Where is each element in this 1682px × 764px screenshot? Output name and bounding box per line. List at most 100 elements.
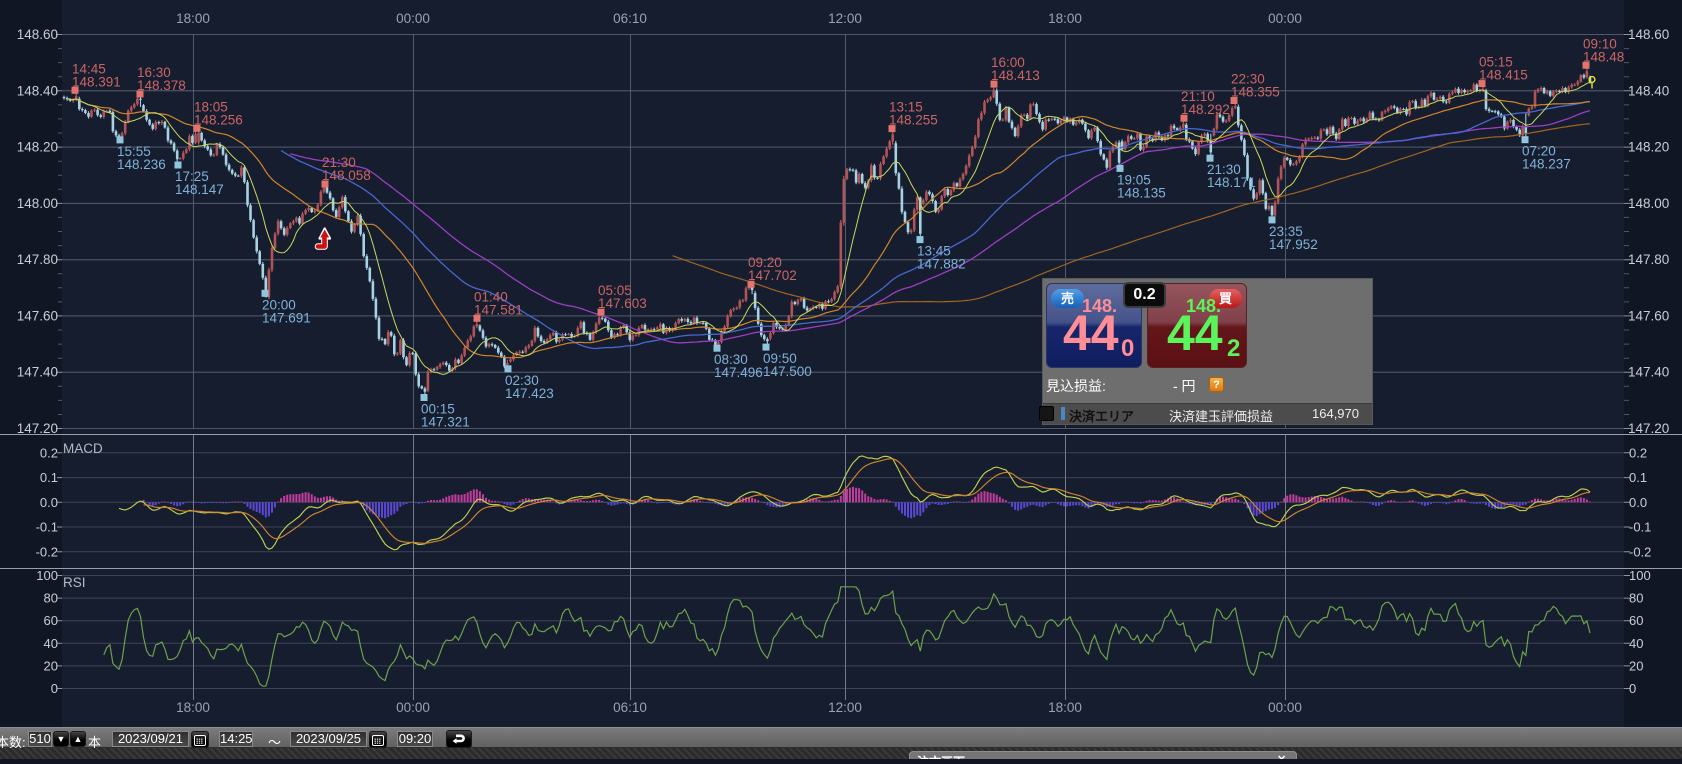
svg-text:0.2: 0.2: [1629, 445, 1647, 460]
svg-text:20: 20: [44, 658, 58, 673]
svg-text:-0.1: -0.1: [36, 520, 58, 535]
svg-text:07:20: 07:20: [1522, 144, 1556, 159]
svg-text:148.00: 148.00: [1628, 196, 1669, 211]
svg-text:147.882: 147.882: [917, 257, 966, 272]
svg-text:0.2: 0.2: [40, 445, 58, 460]
svg-text:19:05: 19:05: [1117, 172, 1151, 187]
svg-text:18:00: 18:00: [1048, 11, 1082, 26]
svg-text:0: 0: [51, 681, 58, 696]
svg-text:0.0: 0.0: [40, 495, 58, 510]
svg-text:08:30: 08:30: [714, 352, 748, 367]
svg-text:18:00: 18:00: [1048, 700, 1082, 715]
svg-text:18:00: 18:00: [176, 700, 210, 715]
svg-text:14:45: 14:45: [72, 61, 106, 76]
svg-text:80: 80: [44, 591, 58, 606]
svg-text:147.702: 147.702: [748, 268, 797, 283]
svg-text:RSI: RSI: [63, 575, 86, 590]
svg-text:148.391: 148.391: [72, 74, 121, 89]
svg-text:147.500: 147.500: [763, 364, 812, 379]
svg-text:148.60: 148.60: [1628, 27, 1669, 42]
svg-text:60: 60: [44, 613, 58, 628]
svg-text:-0.2: -0.2: [36, 544, 58, 559]
svg-text:80: 80: [1629, 591, 1643, 606]
svg-text:148.378: 148.378: [137, 78, 186, 93]
svg-text:0.0: 0.0: [1629, 495, 1647, 510]
svg-text:147.60: 147.60: [1628, 308, 1669, 323]
svg-text:22:30: 22:30: [1231, 72, 1265, 87]
svg-text:148.256: 148.256: [194, 112, 243, 127]
svg-text:147.80: 147.80: [1628, 252, 1669, 267]
svg-text:16:30: 16:30: [137, 65, 171, 80]
svg-text:00:00: 00:00: [396, 700, 430, 715]
svg-text:18:05: 18:05: [194, 99, 228, 114]
svg-text:21:10: 21:10: [1181, 89, 1215, 104]
svg-text:147.40: 147.40: [17, 365, 58, 380]
svg-text:40: 40: [1629, 636, 1643, 651]
svg-text:147.952: 147.952: [1269, 237, 1318, 252]
svg-text:MACD: MACD: [63, 441, 103, 456]
svg-text:147.60: 147.60: [17, 308, 58, 323]
svg-text:148.058: 148.058: [322, 168, 371, 183]
svg-text:148.171: 148.171: [1207, 175, 1256, 190]
svg-text:148.237: 148.237: [1522, 157, 1571, 172]
svg-text:100: 100: [1629, 568, 1651, 583]
svg-text:148.236: 148.236: [117, 157, 166, 172]
svg-text:17:25: 17:25: [175, 169, 209, 184]
svg-text:148.20: 148.20: [1628, 140, 1669, 155]
svg-text:147.321: 147.321: [421, 415, 470, 430]
svg-text:148.415: 148.415: [1479, 68, 1528, 83]
svg-text:147.20: 147.20: [17, 421, 58, 436]
svg-text:20:00: 20:00: [262, 297, 296, 312]
svg-text:15:55: 15:55: [117, 144, 151, 159]
svg-text:147.20: 147.20: [1628, 421, 1669, 436]
svg-text:148.292: 148.292: [1181, 102, 1230, 117]
svg-text:00:00: 00:00: [1268, 11, 1302, 26]
svg-text:60: 60: [1629, 613, 1643, 628]
svg-text:06:10: 06:10: [613, 11, 647, 26]
svg-text:148.40: 148.40: [17, 83, 58, 98]
svg-text:148.255: 148.255: [889, 113, 938, 128]
svg-text:12:00: 12:00: [828, 700, 862, 715]
svg-text:0: 0: [1629, 681, 1636, 696]
svg-text:02:30: 02:30: [505, 373, 539, 388]
svg-text:147.80: 147.80: [17, 252, 58, 267]
svg-text:100: 100: [36, 568, 58, 583]
svg-text:13:45: 13:45: [917, 244, 951, 259]
svg-text:147.691: 147.691: [262, 310, 311, 325]
svg-text:21:30: 21:30: [1207, 162, 1241, 177]
svg-text:147.423: 147.423: [505, 386, 554, 401]
svg-text:147.581: 147.581: [474, 302, 523, 317]
svg-text:148.60: 148.60: [17, 27, 58, 42]
svg-text:147.496: 147.496: [714, 365, 763, 380]
svg-text:0.1: 0.1: [1629, 470, 1647, 485]
svg-text:09:10: 09:10: [1583, 36, 1617, 51]
svg-text:20: 20: [1629, 658, 1643, 673]
svg-text:00:00: 00:00: [1268, 700, 1302, 715]
svg-text:148.20: 148.20: [17, 140, 58, 155]
svg-text:16:00: 16:00: [991, 55, 1025, 70]
svg-text:147.40: 147.40: [1628, 365, 1669, 380]
svg-text:147.603: 147.603: [598, 296, 647, 311]
svg-text:-0.2: -0.2: [1629, 544, 1651, 559]
svg-text:18:00: 18:00: [176, 11, 210, 26]
svg-text:148.48: 148.48: [1583, 49, 1624, 64]
svg-text:21:30: 21:30: [322, 155, 356, 170]
svg-text:05:15: 05:15: [1479, 55, 1513, 70]
svg-text:13:15: 13:15: [889, 100, 923, 115]
svg-text:148.135: 148.135: [1117, 185, 1166, 200]
svg-text:148.00: 148.00: [17, 196, 58, 211]
svg-text:0.1: 0.1: [40, 470, 58, 485]
svg-text:06:10: 06:10: [613, 700, 647, 715]
svg-text:148.413: 148.413: [991, 68, 1040, 83]
svg-text:09:20: 09:20: [748, 255, 782, 270]
svg-text:12:00: 12:00: [828, 11, 862, 26]
svg-text:148.147: 148.147: [175, 182, 224, 197]
svg-text:148.40: 148.40: [1628, 83, 1669, 98]
svg-text:00:15: 00:15: [421, 402, 455, 417]
svg-text:05:05: 05:05: [598, 283, 632, 298]
svg-text:148.355: 148.355: [1231, 85, 1280, 100]
svg-text:-0.1: -0.1: [1629, 520, 1651, 535]
svg-text:00:00: 00:00: [396, 11, 430, 26]
svg-text:09:50: 09:50: [763, 351, 797, 366]
svg-text:23:35: 23:35: [1269, 224, 1303, 239]
